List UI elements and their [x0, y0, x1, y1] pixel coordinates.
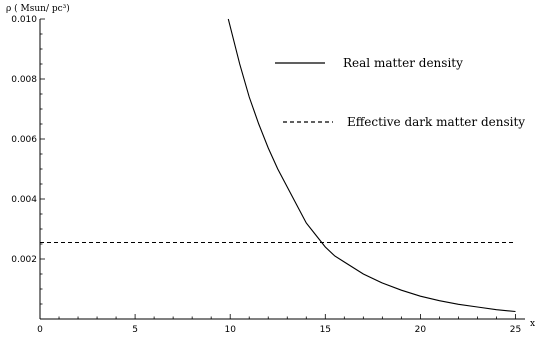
x-axis-title: x: [530, 319, 535, 329]
y-tick-label: 0.008: [11, 75, 37, 85]
legend-label-dark-matter: Effective dark matter density: [347, 115, 525, 129]
legend: Real matter density Effective dark matte…: [275, 56, 525, 129]
legend-label-real-matter: Real matter density: [343, 56, 463, 70]
x-tick-label: 5: [132, 325, 138, 335]
y-tick-label: 0.010: [11, 15, 37, 25]
x-tick-label: 0: [37, 325, 43, 335]
x-tick-label: 10: [224, 325, 236, 335]
y-tick-label: 0.004: [11, 195, 37, 205]
axis-ticks: 0 5 10 15 20 25 0.002 0.004 0.006 0.008 0.010: [11, 15, 521, 335]
x-tick-label: 25: [510, 325, 521, 335]
x-tick-label: 15: [320, 325, 331, 335]
x-tick-label: 20: [415, 325, 427, 335]
series-line-real-matter: [227, 18, 516, 313]
y-axis-title: ρ ( Msun/ pc³): [6, 3, 70, 14]
plot-area: [40, 18, 516, 313]
y-tick-label: 0.002: [11, 255, 37, 265]
y-tick-label: 0.006: [11, 135, 37, 145]
